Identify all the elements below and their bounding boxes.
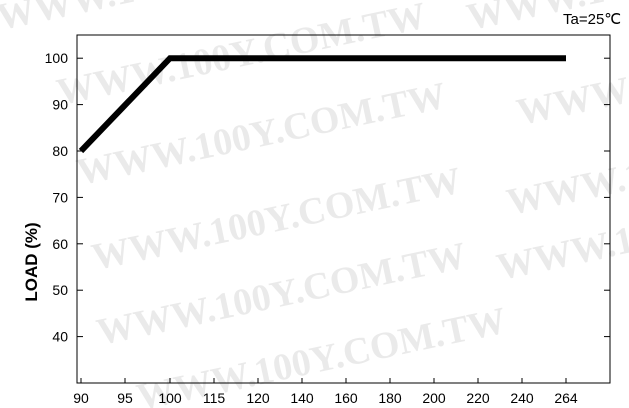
plot-frame <box>76 34 611 384</box>
y-axis-title: LOAD (%) <box>22 222 41 301</box>
y-tick-label: 60 <box>52 236 68 252</box>
x-tick-label: 180 <box>378 390 402 406</box>
x-tick-label: 160 <box>334 390 358 406</box>
x-tick-label: 264 <box>554 390 578 406</box>
y-tick-label: 100 <box>45 50 69 66</box>
series-layer <box>78 55 566 154</box>
x-tick-label: 120 <box>246 390 270 406</box>
watermark-text: WWW.100Y.COM.TW <box>513 15 629 134</box>
y-tick-label: 80 <box>52 143 68 159</box>
x-tick-label: 140 <box>290 390 314 406</box>
x-tick-label: 115 <box>203 390 226 406</box>
y-tick-label: 90 <box>52 97 68 113</box>
y-tick-label: 50 <box>52 282 68 298</box>
x-tick-label: 220 <box>466 390 490 406</box>
y-tick-label: 40 <box>52 329 68 345</box>
y-axis: 40 50 60 70 80 90 100 <box>45 50 610 345</box>
y-tick-label: 70 <box>52 189 68 205</box>
x-tick-label: 240 <box>510 390 534 406</box>
x-tick-label: 200 <box>422 390 446 406</box>
x-axis: 90 95 100 115 120 140 160 180 200 220 240 264 <box>73 378 578 406</box>
x-tick-label: 100 <box>158 390 182 406</box>
x-tick-label: 90 <box>73 390 89 406</box>
x-tick-label: 95 <box>117 390 133 406</box>
derating-curve-line <box>78 55 566 154</box>
ambient-temperature-note: Ta=25℃ <box>563 11 621 28</box>
